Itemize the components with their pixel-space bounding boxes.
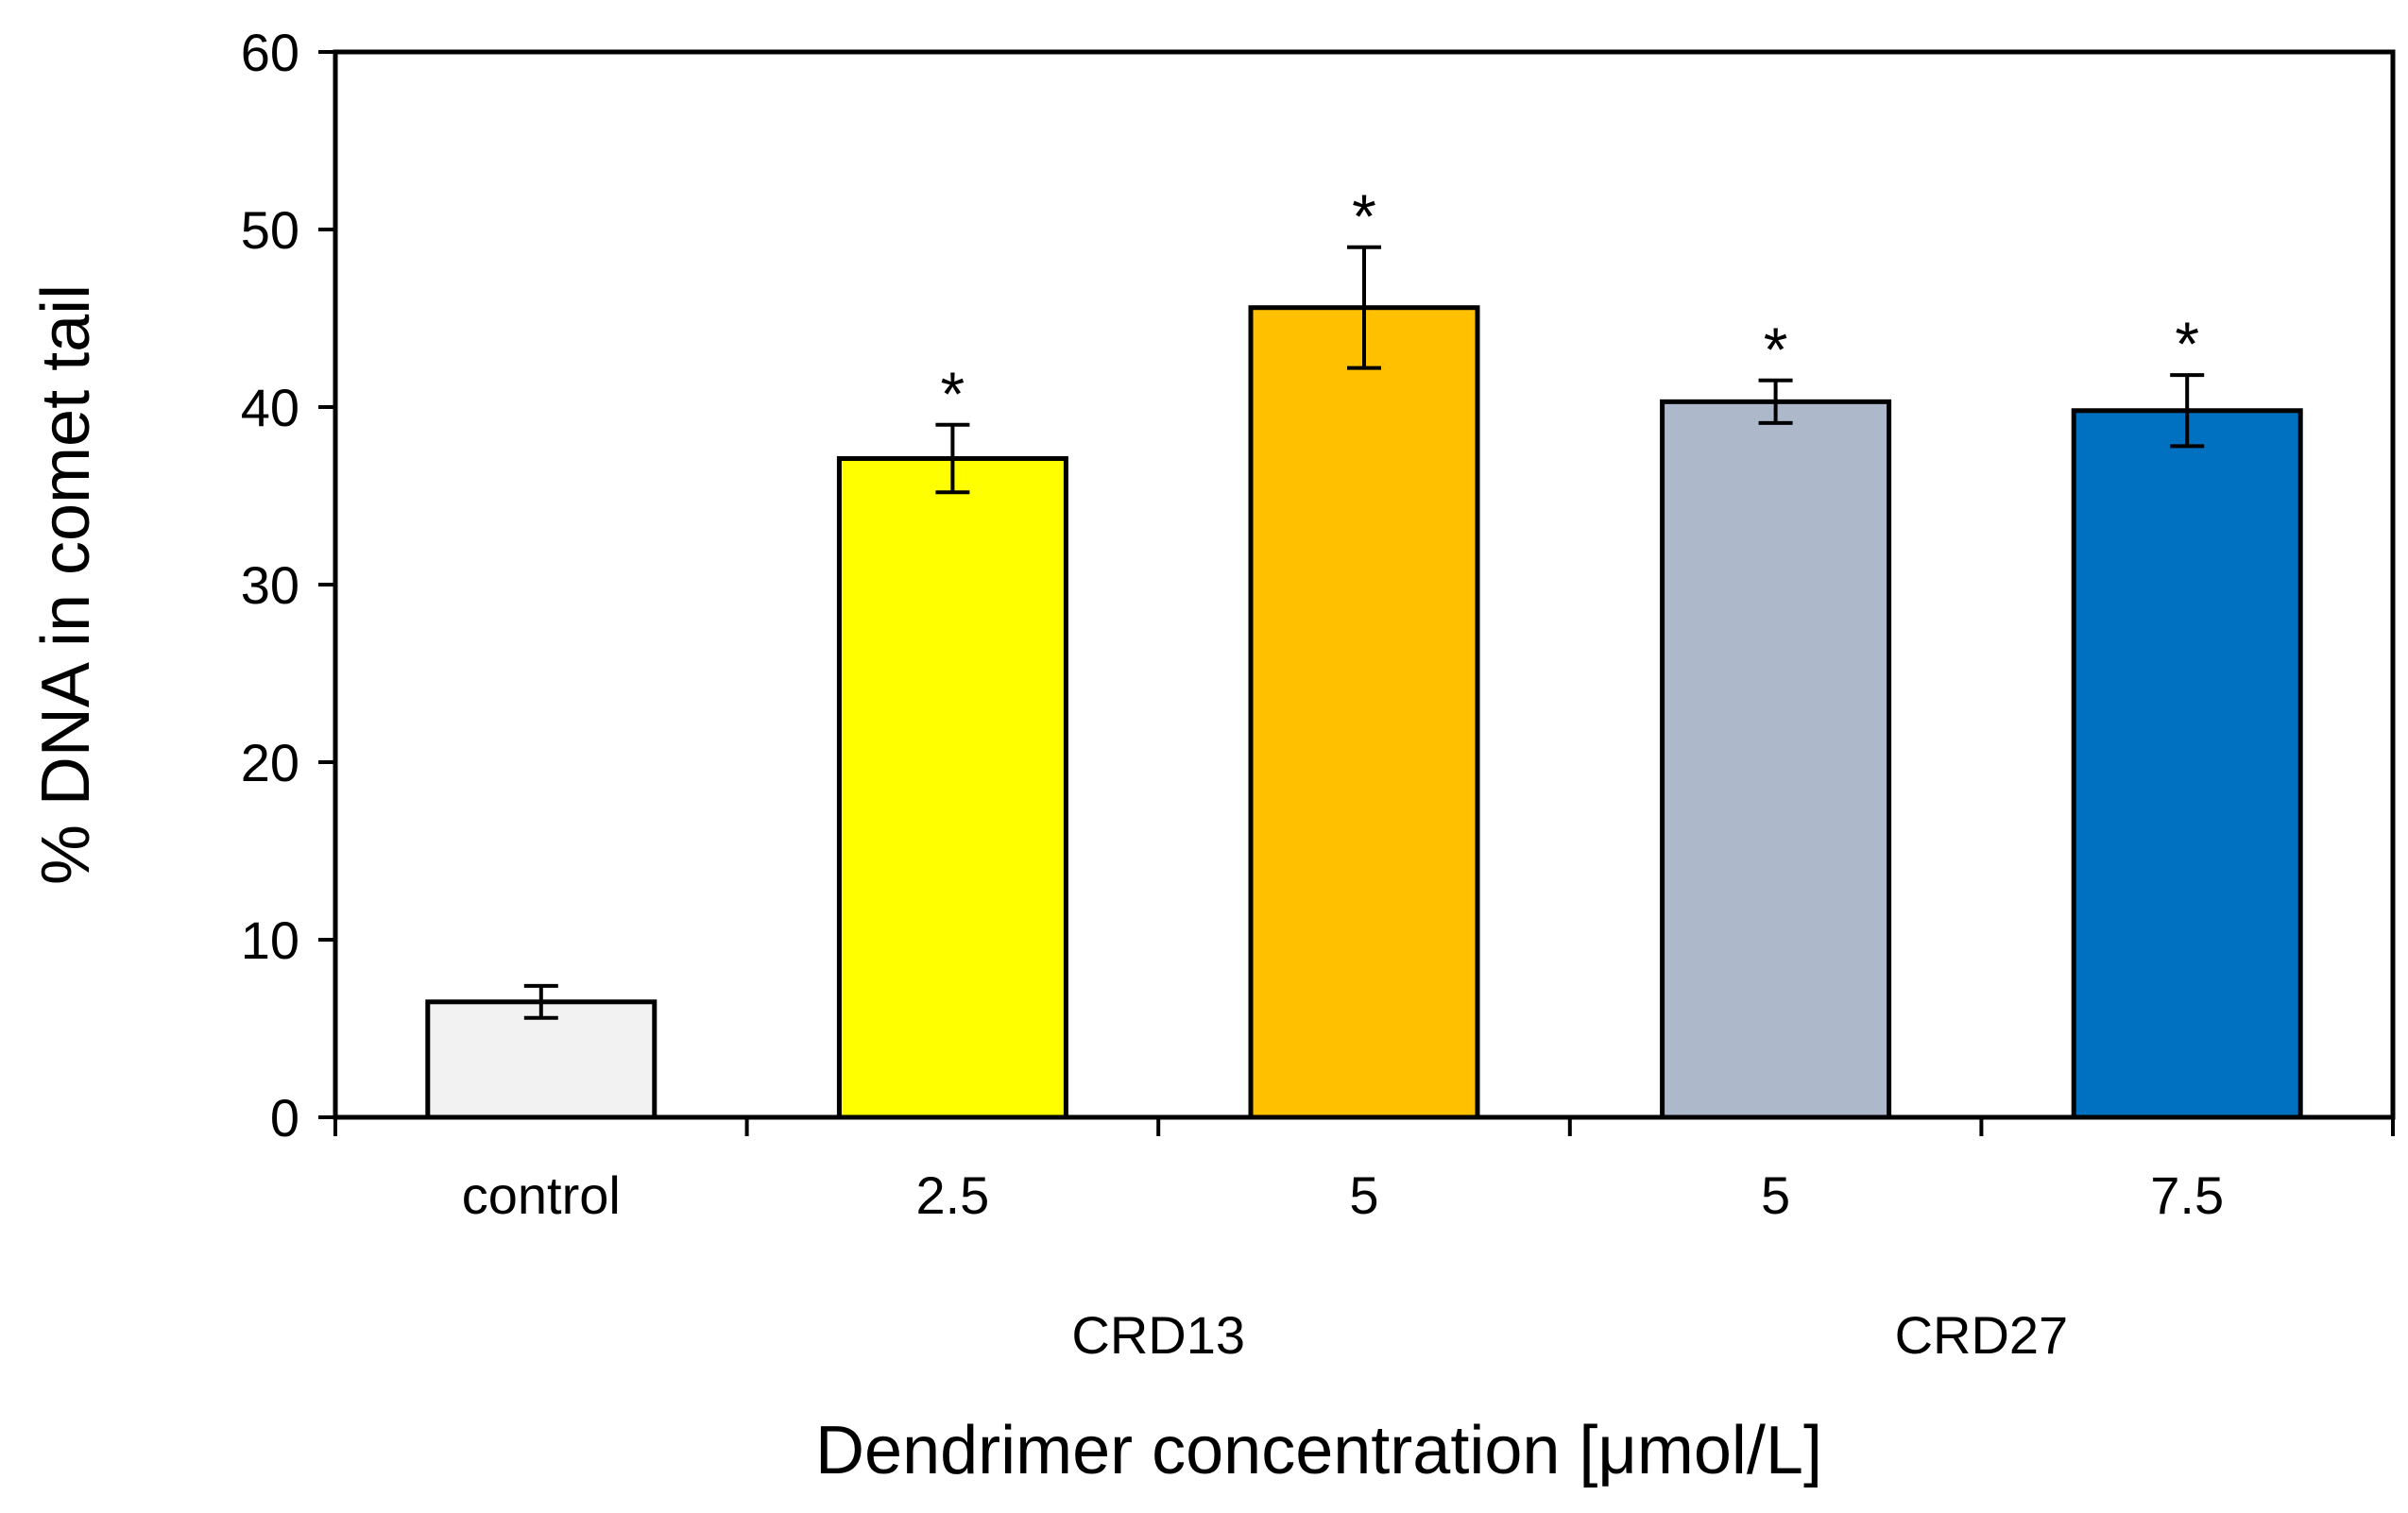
x-axis: control 2.5 5 5 7.5 [333, 1117, 2395, 1225]
significance-star-1: * [941, 359, 965, 429]
y-tick-label-3: 30 [241, 555, 299, 615]
y-tick-label-4: 40 [241, 378, 299, 437]
bar-4 [2071, 408, 2303, 1120]
significance-star-3: * [1764, 314, 1788, 384]
y-axis-title: % DNA in comet tail [28, 284, 104, 885]
errorbars-layer [523, 245, 2205, 1020]
y-tick-label-1: 10 [241, 910, 299, 970]
significance-star-4: * [2175, 309, 2199, 379]
y-tick-label-6: 60 [241, 23, 299, 82]
group-label-1: CRD27 [1895, 1305, 2069, 1365]
y-tick-label-0: 0 [270, 1088, 299, 1148]
significance-layer: * * * * [941, 181, 2199, 429]
y-tick-label-5: 50 [241, 200, 299, 260]
y-axis: 0 10 20 30 40 50 60 [241, 23, 335, 1148]
x-tick-label-2: 5 [1349, 1165, 1378, 1225]
x-tick-label-3: 5 [1761, 1165, 1790, 1225]
bar-1 [836, 456, 1068, 1120]
x-tick-label-0: control [462, 1165, 621, 1225]
group-label-0: CRD13 [1071, 1305, 1245, 1365]
bar-3 [1660, 399, 1892, 1120]
y-tick-label-2: 20 [241, 733, 299, 792]
significance-star-2: * [1352, 181, 1376, 251]
x-tick-label-4: 7.5 [2150, 1165, 2224, 1225]
x-tick-label-1: 2.5 [915, 1165, 989, 1225]
group-labels: CRD13 CRD27 [1071, 1305, 2068, 1365]
bar-2 [1248, 305, 1480, 1120]
bar-0 [425, 999, 658, 1120]
x-axis-title: Dendrimer concentration [μmol/L] [815, 1413, 1822, 1488]
bars-layer [425, 305, 2303, 1120]
